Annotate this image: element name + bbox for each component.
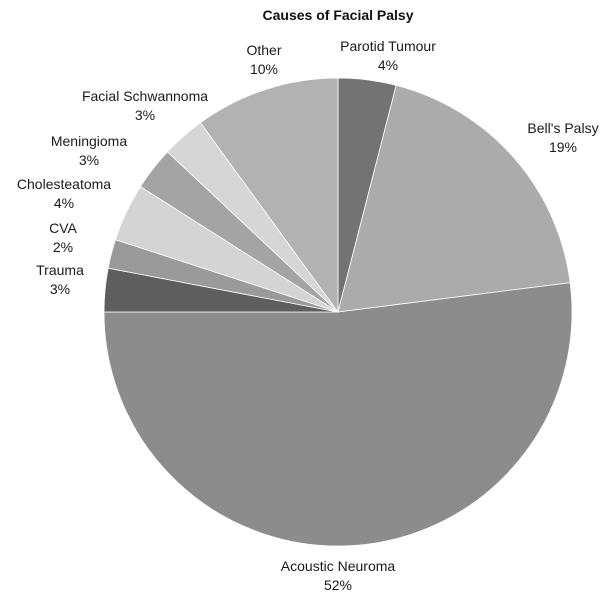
pie-slice-acoustic-neuroma — [103, 282, 573, 547]
pie-slice-other — [199, 77, 339, 314]
slice-value-other: 10% — [250, 61, 278, 77]
chart-title: Causes of Facial Palsy — [263, 7, 414, 23]
pie-slices — [103, 77, 573, 547]
slice-value-bell-s-palsy: 19% — [549, 139, 577, 155]
slice-value-facial-schwannoma: 3% — [135, 107, 155, 123]
slice-label-trauma: Trauma — [36, 262, 84, 278]
slice-label-bell-s-palsy: Bell's Palsy — [527, 120, 598, 136]
slice-value-meningioma: 3% — [79, 152, 99, 168]
slice-label-meningioma: Meningioma — [51, 133, 127, 149]
slice-value-parotid-tumour: 4% — [378, 57, 398, 73]
slice-label-facial-schwannoma: Facial Schwannoma — [82, 88, 208, 104]
slice-label-acoustic-neuroma: Acoustic Neuroma — [281, 558, 396, 574]
pie-slice-bell-s-palsy — [337, 84, 571, 313]
slice-label-parotid-tumour: Parotid Tumour — [340, 38, 436, 54]
slice-value-cholesteatoma: 4% — [54, 195, 74, 211]
slice-value-trauma: 3% — [50, 281, 70, 297]
slice-label-cva: CVA — [49, 220, 77, 236]
slice-label-cholesteatoma: Cholesteatoma — [17, 176, 111, 192]
slice-label-other: Other — [246, 42, 281, 58]
slice-labels: Parotid Tumour 4% Bell's Palsy 19% Acoustic … — [17, 38, 599, 593]
slice-value-acoustic-neuroma: 52% — [324, 577, 352, 593]
slice-value-cva: 2% — [53, 239, 73, 255]
